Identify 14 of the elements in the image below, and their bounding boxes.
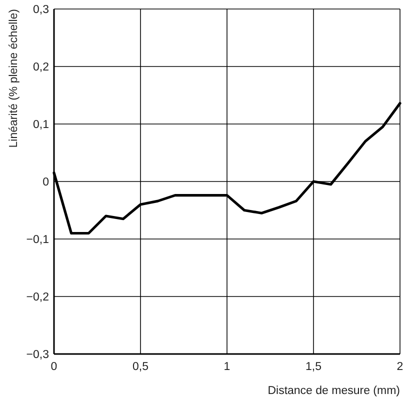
y-tick-label: 0,3 xyxy=(33,4,49,16)
y-axis-title: Linéarité (% pleine échelle) xyxy=(8,8,20,148)
x-tick-label: 2 xyxy=(396,361,404,373)
x-tick-label: 0 xyxy=(50,361,58,373)
x-tick-label: 1,5 xyxy=(306,361,322,373)
y-tick-label: 0 xyxy=(42,176,49,188)
y-tick-label: −0,1 xyxy=(26,234,49,246)
y-tick-label: −0,2 xyxy=(26,292,49,304)
y-tick-label: 0,1 xyxy=(33,119,49,131)
x-tick-label: 0,5 xyxy=(132,361,148,373)
y-tick-label: 0,2 xyxy=(33,62,49,74)
x-tick-label: 1 xyxy=(224,361,230,373)
x-axis-title: Distance de mesure (mm) xyxy=(268,385,400,397)
y-tick-label: −0,3 xyxy=(26,349,49,361)
